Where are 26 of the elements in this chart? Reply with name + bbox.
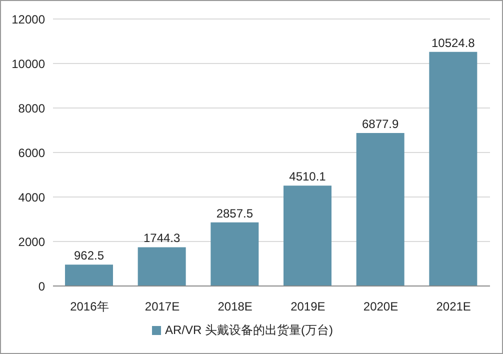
x-tick-label: 2020E bbox=[363, 300, 398, 314]
bar bbox=[138, 247, 186, 286]
y-tick-label: 2000 bbox=[18, 234, 46, 249]
y-tick-label: 4000 bbox=[18, 190, 46, 204]
data-label: 10524.8 bbox=[431, 36, 476, 50]
bar bbox=[356, 132, 404, 286]
data-label: 2857.5 bbox=[216, 206, 254, 220]
x-tick-label: 2021E bbox=[436, 300, 471, 314]
y-tick-label: 6000 bbox=[18, 146, 46, 160]
legend-label: AR/VR 头戴设备的出货量(万台) bbox=[165, 323, 333, 337]
x-tick-label: 2019E bbox=[290, 300, 326, 314]
bar bbox=[284, 186, 332, 286]
y-tick-label: 10000 bbox=[12, 56, 46, 71]
bar bbox=[210, 222, 259, 286]
bar bbox=[429, 52, 478, 286]
y-tick-label: 12000 bbox=[12, 12, 46, 26]
data-label: 4510.1 bbox=[289, 170, 326, 184]
data-label: 6877.9 bbox=[362, 116, 400, 131]
data-label: 962.5 bbox=[74, 248, 104, 263]
x-tick-label: 2018E bbox=[218, 300, 252, 314]
bar bbox=[65, 264, 113, 286]
y-tick-label: 0 bbox=[38, 279, 46, 294]
y-tick-label: 8000 bbox=[18, 101, 46, 116]
x-tick-label: 2016年 bbox=[70, 300, 109, 314]
data-label: 1744.3 bbox=[143, 231, 181, 246]
x-tick-label: 2017E bbox=[144, 300, 180, 314]
